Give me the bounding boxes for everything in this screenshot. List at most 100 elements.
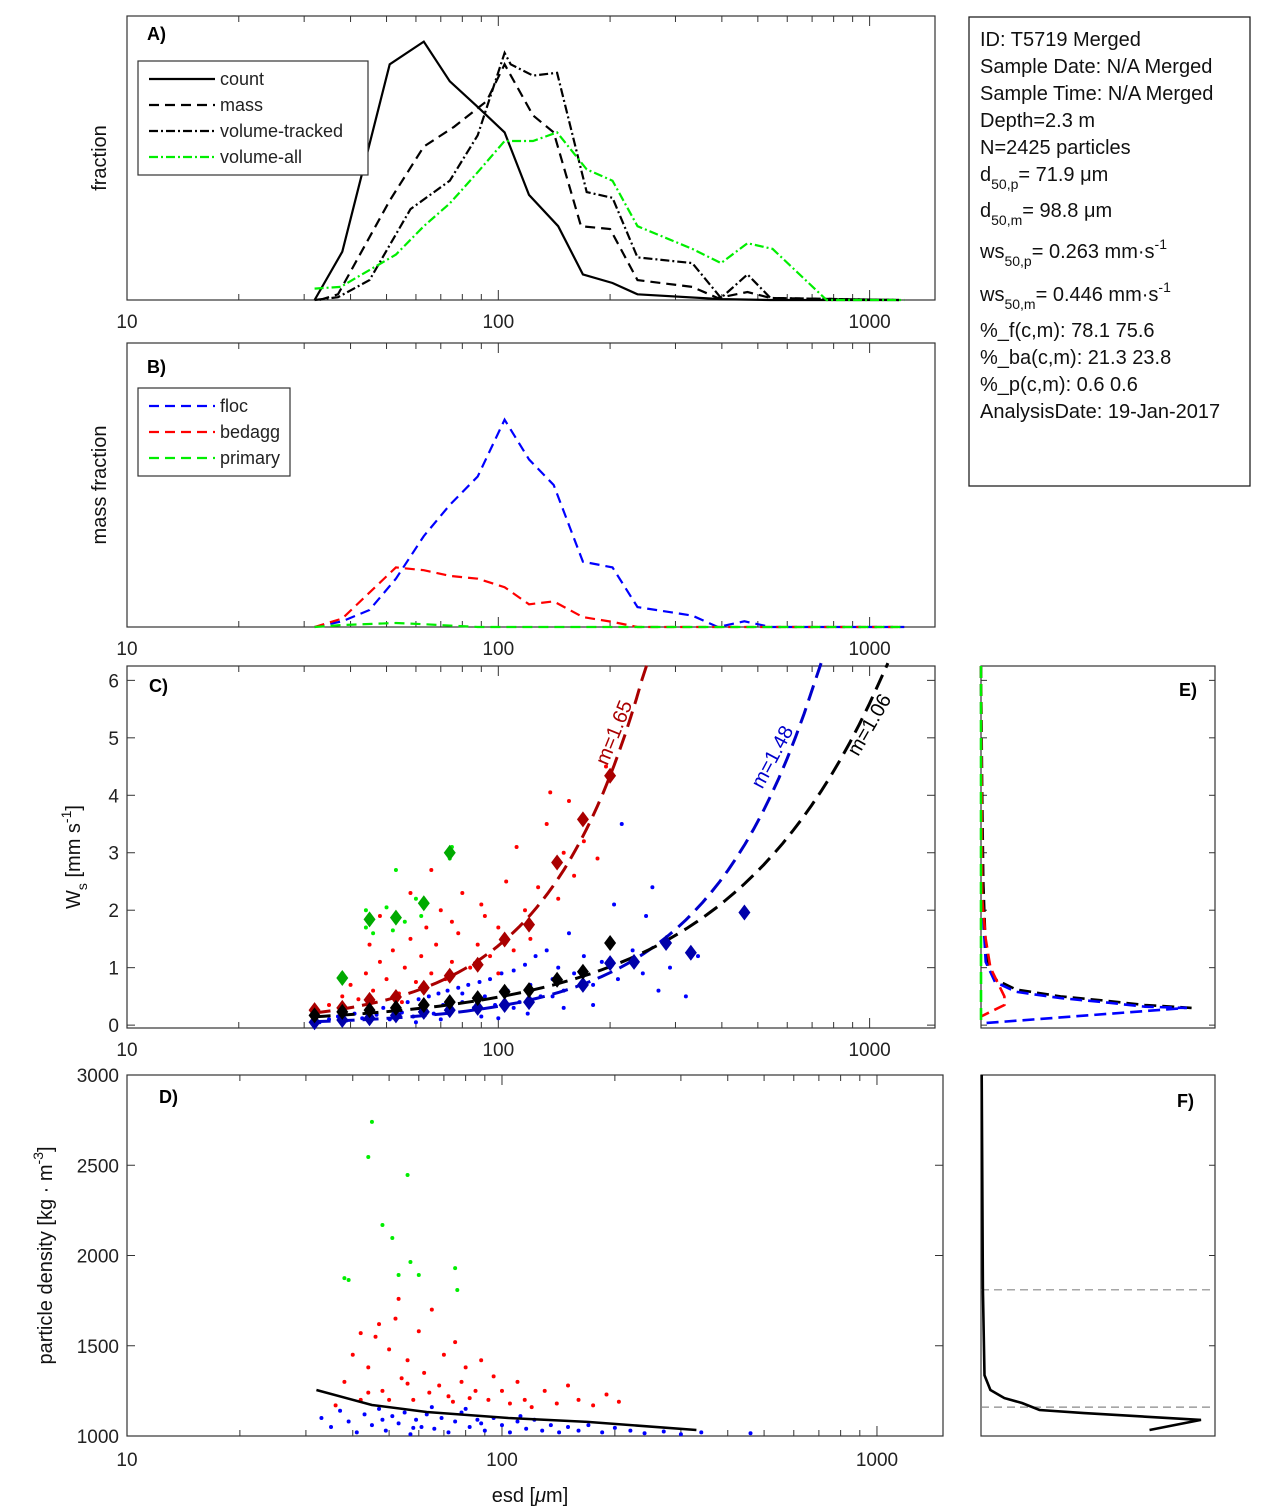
scatter-point bbox=[405, 1358, 410, 1363]
scatter-point bbox=[640, 971, 645, 976]
scatter-point bbox=[540, 1428, 545, 1433]
x-tick-label: 10 bbox=[116, 312, 137, 333]
legend-label-floc: floc bbox=[220, 396, 248, 416]
scatter-point bbox=[390, 928, 395, 933]
scatter-point bbox=[387, 1347, 392, 1352]
scatter-point bbox=[595, 856, 600, 861]
info-d50p: d50,p= 71.9 μm bbox=[980, 164, 1108, 192]
scatter-point bbox=[413, 980, 418, 985]
info-sample-time: Sample Time: N/A Merged bbox=[980, 83, 1213, 105]
panel-label: D) bbox=[159, 1087, 178, 1107]
series-line-primary bbox=[314, 621, 905, 629]
median-marker bbox=[471, 956, 484, 973]
scatter-point bbox=[561, 1005, 566, 1010]
scatter-point bbox=[393, 867, 398, 872]
median-marker bbox=[498, 983, 511, 1000]
median-marker bbox=[336, 970, 349, 987]
scatter-point bbox=[329, 1424, 334, 1429]
legend-label-mass: mass bbox=[220, 95, 263, 115]
scatter-point bbox=[599, 959, 604, 964]
profile-line bbox=[979, 665, 1187, 1025]
info-ws50p: ws50,p= 0.263 mm·s-1 bbox=[979, 236, 1167, 269]
scatter-point bbox=[390, 1235, 395, 1240]
scatter-point bbox=[411, 1397, 416, 1402]
scatter-point bbox=[456, 931, 461, 936]
median-marker bbox=[363, 911, 376, 928]
x-tick-label: 100 bbox=[482, 639, 514, 660]
scatter-point bbox=[644, 913, 649, 918]
scatter-point bbox=[363, 971, 368, 976]
profile-line bbox=[979, 665, 1192, 1010]
scatter-point bbox=[399, 1376, 404, 1381]
scatter-point bbox=[616, 1399, 621, 1404]
scatter-point bbox=[455, 1287, 460, 1292]
scatter-point bbox=[460, 890, 465, 895]
scatter-point bbox=[439, 1415, 444, 1420]
scatter-point bbox=[748, 1431, 753, 1436]
y-ticks: 1000 1500 2000 2500 3000 bbox=[77, 1066, 943, 1448]
scatter-point bbox=[327, 1003, 332, 1008]
scatter-point bbox=[511, 948, 516, 953]
scatter-point bbox=[661, 1429, 666, 1434]
scatter-point bbox=[348, 982, 353, 987]
scatter-point bbox=[416, 1329, 421, 1334]
median-marker bbox=[576, 976, 589, 993]
profile-line bbox=[979, 665, 1006, 1018]
scatter-point bbox=[642, 1431, 647, 1436]
fit-line bbox=[314, 662, 823, 1024]
info-pct-bedagg: %_ba(c,m): 21.3 23.8 bbox=[980, 347, 1171, 369]
scatter-point bbox=[408, 1259, 413, 1264]
scatter-point bbox=[524, 1426, 529, 1431]
scatter-point bbox=[482, 1428, 487, 1433]
scatter-point bbox=[354, 1430, 359, 1435]
scatter-point bbox=[482, 994, 487, 999]
median-marker bbox=[628, 953, 641, 970]
scatter-point bbox=[479, 1014, 484, 1019]
scatter-point bbox=[529, 1405, 534, 1410]
scatter-point bbox=[604, 764, 609, 769]
scatter-point bbox=[463, 1406, 468, 1411]
scatter-point bbox=[434, 942, 439, 947]
scatter-point bbox=[426, 994, 431, 999]
scatter-point bbox=[438, 908, 443, 913]
scatter-point bbox=[511, 1005, 516, 1010]
scatter-point bbox=[699, 1430, 704, 1435]
y-tick-label: 5 bbox=[108, 729, 119, 750]
legend-label-bedagg: bedagg bbox=[220, 422, 280, 442]
scatter-point bbox=[572, 971, 577, 976]
scatter-point bbox=[619, 822, 624, 827]
median-marker bbox=[551, 971, 564, 988]
scatter-point bbox=[467, 1424, 472, 1429]
scatter-point bbox=[346, 1419, 351, 1424]
x-tick-label: 10 bbox=[116, 1450, 137, 1471]
info-analysis-date: AnalysisDate: 19-Jan-2017 bbox=[980, 401, 1220, 423]
scatter-point bbox=[572, 873, 577, 878]
scatter-point bbox=[477, 980, 482, 985]
info-d50m: d50,m= 98.8 μm bbox=[980, 200, 1112, 228]
scatter-point bbox=[453, 1266, 458, 1271]
scatter-point bbox=[390, 948, 395, 953]
scatter-point bbox=[459, 1379, 464, 1384]
x-tick-label: 1000 bbox=[848, 312, 890, 333]
medians-primary bbox=[336, 844, 456, 987]
scatter-point bbox=[612, 1425, 617, 1430]
median-marker bbox=[336, 1011, 349, 1028]
panel-label: C) bbox=[149, 676, 168, 696]
scatter-primary bbox=[342, 1119, 460, 1292]
scatter-point bbox=[591, 1003, 596, 1008]
scatter-point bbox=[554, 1401, 559, 1406]
scatter-point bbox=[544, 948, 549, 953]
fit-annotation: m=1.48 bbox=[747, 722, 798, 792]
scatter-point bbox=[576, 1428, 581, 1433]
scatter-point bbox=[544, 822, 549, 827]
series-line-floc bbox=[314, 417, 905, 629]
scatter-point bbox=[460, 991, 465, 996]
panel-d-axes-frame bbox=[126, 1074, 944, 1437]
scatter-point bbox=[668, 965, 672, 970]
scatter-point bbox=[561, 850, 566, 855]
scatter-point bbox=[427, 1390, 432, 1395]
scatter-point bbox=[499, 971, 504, 976]
y-tick-label: 0 bbox=[108, 1016, 119, 1037]
scatter-point bbox=[591, 1403, 596, 1408]
